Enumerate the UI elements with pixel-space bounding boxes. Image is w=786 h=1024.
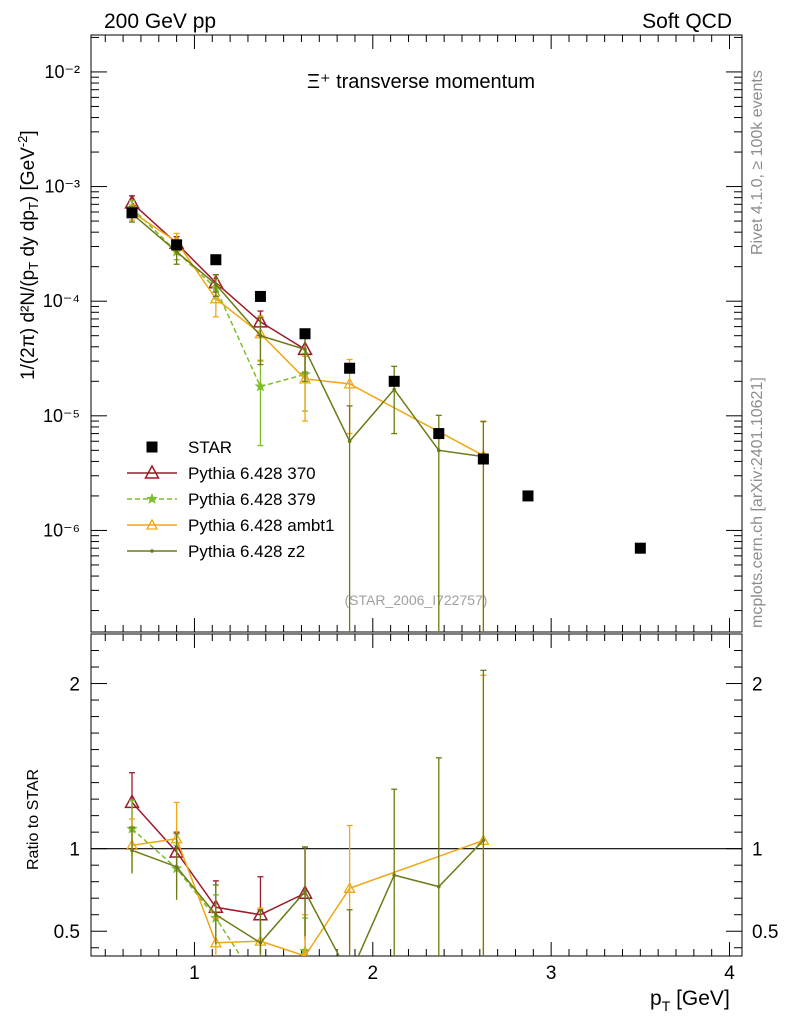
legend-label: Pythia 6.428 370	[188, 464, 316, 483]
y-tick-label-ratio: 2	[69, 675, 80, 696]
ratio-point	[209, 936, 222, 948]
star-data-point	[210, 254, 222, 266]
data-point	[392, 387, 397, 392]
star-data-point	[171, 239, 183, 251]
header-left: 200 GeV pp	[104, 10, 216, 33]
legend-marker	[146, 492, 158, 504]
data-point	[303, 347, 307, 352]
ratio-point	[174, 865, 179, 869]
legend-label: Pythia 6.428 379	[188, 490, 316, 509]
ratio-plot-marks	[124, 669, 490, 991]
legend: STAR Pythia 6.428 370 Pythia 6.428 379 Pyth…	[127, 438, 334, 561]
y-tick-label-ratio: 0.5	[54, 922, 80, 943]
ratio-plot-frame	[90, 633, 743, 957]
star-data-point	[634, 542, 646, 554]
y-tick-label-main: 10⁻⁶	[43, 520, 80, 540]
mcplots-info: mcplots.cern.ch [arXiv:2401.10621]	[749, 377, 766, 628]
legend-label: Pythia 6.428 z2	[188, 542, 305, 561]
ratio-point	[392, 873, 397, 877]
ratio-series-3	[129, 669, 487, 978]
y-tick-label-ratio: 1	[69, 840, 80, 861]
legend-label: STAR	[188, 438, 232, 457]
star-data-point	[254, 290, 266, 302]
x-tick-label: 1	[189, 963, 200, 984]
data-point	[436, 448, 441, 453]
ratio-point	[255, 981, 266, 991]
star-data-point	[126, 207, 138, 219]
ratio-point	[258, 940, 263, 945]
star-data	[126, 207, 646, 554]
series-2	[125, 204, 490, 632]
star-data-point	[388, 375, 400, 387]
star-data-point	[299, 328, 311, 340]
y-tick-label-main: 10⁻⁵	[43, 406, 80, 426]
main-plot-marks	[124, 194, 646, 632]
data-point	[298, 372, 312, 384]
ratio-point	[348, 974, 352, 978]
data-point	[347, 439, 352, 444]
ratio-point	[343, 881, 356, 893]
y-tick-label-main: 10⁻²	[44, 62, 80, 82]
y-tick-label-ratio-right: 1	[752, 840, 763, 861]
data-point	[258, 333, 263, 338]
series-0	[124, 194, 313, 373]
legend-marker	[150, 549, 154, 553]
data-point	[174, 249, 179, 254]
series-3	[129, 205, 487, 632]
x-tick-label: 3	[546, 963, 557, 984]
star-data-point	[522, 490, 534, 502]
ratio-point	[303, 889, 307, 894]
star-data-point	[477, 453, 489, 465]
ratio-point	[214, 912, 218, 917]
legend-label: Pythia 6.428 ambt1	[188, 516, 334, 535]
main-plot-frame	[90, 34, 743, 633]
y-axis-label-ratio: Ratio to STAR	[25, 769, 42, 870]
y-axis-label-main: 1/(2π) d²N/(pT dy dpT) [GeV-2]	[15, 130, 41, 380]
legend-marker	[144, 464, 160, 479]
y-tick-label-main: 10⁻³	[44, 177, 80, 197]
x-tick-label: 4	[724, 963, 735, 984]
x-axis-label: pT [GeV]	[650, 987, 730, 1014]
star-data-point	[344, 362, 356, 374]
data-point	[343, 377, 356, 389]
ratio-line	[131, 801, 306, 916]
y-tick-label-ratio-right: 0.5	[752, 922, 778, 943]
chart-title: Ξ⁺ transverse momentum	[307, 71, 535, 93]
legend-marker	[146, 441, 158, 453]
series-line	[131, 202, 306, 350]
ratio-series-0	[124, 772, 313, 953]
x-tick-label: 2	[368, 963, 379, 984]
y-tick-label-ratio-right: 2	[752, 675, 763, 696]
series-1	[126, 200, 311, 447]
header-right: Soft QCD	[642, 10, 732, 33]
data-point	[214, 282, 218, 287]
ratio-point	[130, 848, 134, 853]
analysis-tag: (STAR_2006_I722757)	[345, 592, 488, 608]
data-point	[254, 380, 267, 392]
ratio-point	[301, 949, 309, 956]
star-data-point	[433, 428, 445, 440]
y-tick-label-main: 10⁻⁴	[43, 291, 80, 311]
ratio-point	[436, 884, 441, 889]
axis-ticks: 1 2 3 4 10⁻⁶ 10⁻⁵ 10⁻⁴ 10⁻³ 10⁻² 0.5 0.5 1 1 2 2	[43, 35, 778, 984]
legend-marker	[145, 518, 159, 530]
data-point	[209, 292, 222, 304]
rivet-info: Rivet 4.1.0, ≥ 100k events	[749, 70, 766, 255]
ratio-point	[481, 838, 486, 843]
